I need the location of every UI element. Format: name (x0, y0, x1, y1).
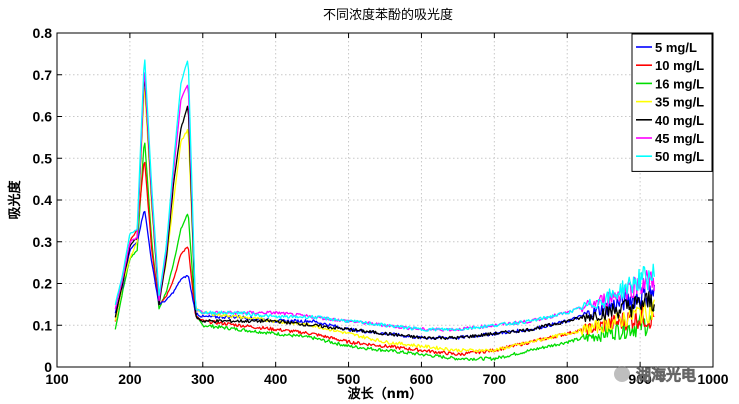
y-tick-label: 0.4 (33, 192, 53, 208)
x-tick-label: 900 (628, 371, 652, 387)
y-tick-label: 0.7 (33, 67, 53, 83)
x-tick-label: 700 (483, 371, 507, 387)
series-line (114, 72, 655, 332)
legend-label: 16 mg/L (655, 76, 704, 91)
legend-label: 50 mg/L (655, 149, 704, 164)
x-axis-title: 波长（nm） (348, 386, 423, 402)
y-tick-label: 0.3 (33, 234, 53, 250)
x-tick-label: 1000 (697, 371, 728, 387)
legend-label: 10 mg/L (655, 58, 704, 73)
axis-ticks: 100 200 300 400 500 600 700 800 900 1000 0 0.1 0.2 0.… (33, 25, 729, 387)
y-tick-label: 0.5 (33, 150, 53, 166)
series-line (114, 76, 655, 341)
watermark: 湖海光电 (614, 366, 696, 384)
legend-label: 45 mg/L (655, 131, 704, 146)
x-tick-label: 400 (264, 371, 288, 387)
x-tick-label: 100 (45, 371, 69, 387)
watermark-logo-icon (614, 366, 630, 382)
x-tick-label: 800 (556, 371, 580, 387)
y-axis-title: 吸光度 (7, 180, 23, 220)
series-line (114, 59, 655, 332)
legend: 5 mg/L 10 mg/L 16 mg/L 35 mg/L 40 mg/L 45 mg/… (631, 33, 713, 172)
legend-label: 40 mg/L (655, 113, 704, 128)
x-tick-label: 600 (410, 371, 434, 387)
y-tick-label: 0 (44, 359, 52, 375)
series-line (114, 142, 655, 361)
y-tick-label: 0.2 (33, 276, 53, 292)
legend-box (631, 33, 713, 172)
x-tick-label: 300 (191, 371, 215, 387)
legend-label: 5 mg/L (655, 40, 697, 55)
legend-label: 35 mg/L (655, 95, 704, 110)
series-lines (114, 59, 655, 361)
grid (57, 33, 713, 367)
y-tick-label: 0.1 (33, 317, 53, 333)
x-tick-label: 200 (118, 371, 142, 387)
y-tick-label: 0.6 (33, 109, 53, 125)
x-tick-label: 500 (337, 371, 361, 387)
y-tick-label: 0.8 (33, 25, 53, 41)
watermark-text: 湖海光电 (636, 366, 696, 384)
chart-title: 不同浓度苯酚的吸光度 (323, 7, 453, 23)
